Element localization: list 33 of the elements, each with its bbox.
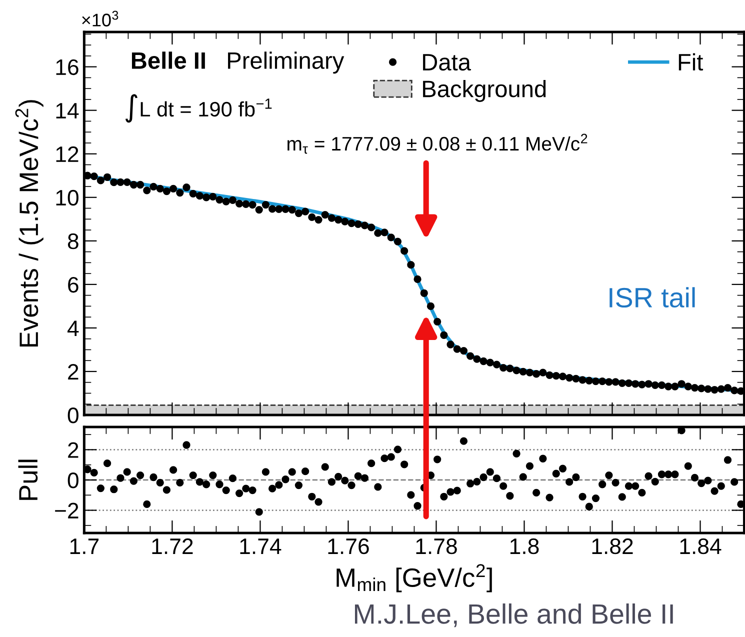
y-tick-label: 0: [68, 472, 78, 488]
annotation: ISR tail: [610, 287, 695, 308]
x-tick-label: 1.7: [70, 538, 99, 554]
y-tick-label: 12: [56, 146, 78, 162]
y-tick-label: 6: [68, 276, 78, 293]
x-tick-label: 1.84: [680, 538, 722, 554]
y-tick-label: 0: [68, 408, 78, 424]
y-tick-label: 10: [56, 190, 78, 206]
y-tick-label: 14: [56, 103, 79, 118]
legend-label: Data: [423, 54, 471, 71]
legend-label: Background: [423, 80, 546, 102]
x-axis-title: M$_{min}$ [GeV/c$^{2}$]: [336, 564, 492, 592]
y-tick-label: −2: [55, 502, 78, 518]
y-tick-label: 2: [68, 442, 78, 458]
x-tick-label: 1.82: [592, 538, 633, 554]
x-tick-label: 1.8: [510, 538, 539, 554]
x-tick-label: 1.74: [240, 538, 282, 554]
y-axis-title: Events / (1.5 MeV/c$^{2}$): [15, 100, 44, 347]
y-tick-label: 2: [68, 364, 78, 380]
annotation: Preliminary: [228, 52, 344, 74]
y-tick-label: 16: [56, 59, 78, 76]
x-tick-label: 1.72: [152, 538, 193, 554]
y-axis-title: Pull: [18, 460, 38, 500]
text: ×10$^{3}$: [82, 10, 118, 26]
annotation: Belle II: [132, 52, 205, 69]
x-tick-label: 1.78: [416, 538, 457, 554]
y-tick-label: 8: [68, 233, 78, 250]
y-tick-label: 4: [67, 320, 79, 336]
legend-label: Fit: [678, 53, 704, 71]
annotation: m$_{τ}$ = 1777.09 ± 0.08 ± 0.11 MeV/c$^{2}$: [288, 134, 588, 154]
x-tick-label: 1.76: [328, 538, 369, 554]
annotation: ∫L dt = 190 fb$^{−1}$: [125, 94, 272, 123]
text: M.J.Lee, Belle and Belle II: [354, 603, 673, 628]
